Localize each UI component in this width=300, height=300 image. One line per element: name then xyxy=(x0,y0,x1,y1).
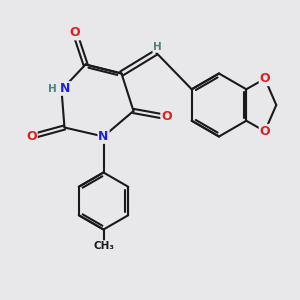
Text: O: O xyxy=(260,125,270,138)
Text: O: O xyxy=(26,130,37,143)
Text: N: N xyxy=(60,82,70,95)
Text: H: H xyxy=(48,83,57,94)
Text: N: N xyxy=(98,130,109,143)
Text: O: O xyxy=(161,110,172,124)
Text: H: H xyxy=(153,42,162,52)
Text: O: O xyxy=(70,26,80,40)
Text: CH₃: CH₃ xyxy=(93,241,114,251)
Text: O: O xyxy=(260,72,270,85)
